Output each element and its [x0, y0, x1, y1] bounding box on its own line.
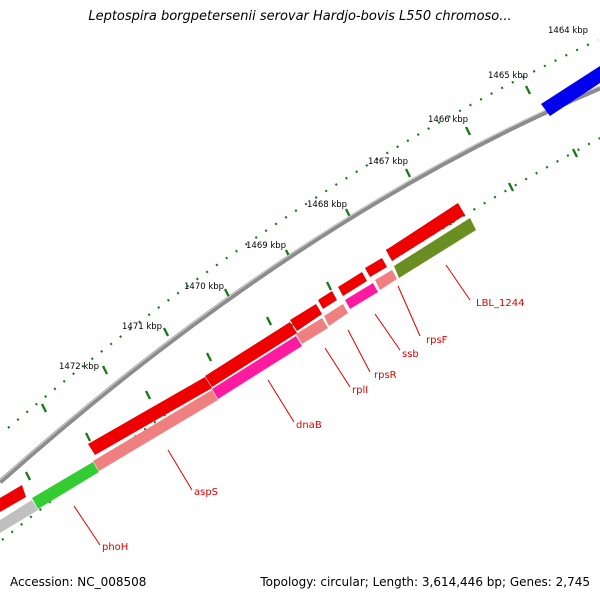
- outer-major-tick: [162, 327, 170, 337]
- gene-forward-2[interactable]: [88, 377, 212, 455]
- gene-label-dnaB[interactable]: dnaB: [296, 420, 322, 431]
- reverse-strand-genes: [0, 218, 476, 533]
- kbp-label: 1465 kbp: [488, 71, 528, 81]
- gene-phoH[interactable]: [32, 462, 99, 509]
- kbp-label: 1464 kbp: [548, 26, 588, 36]
- gene-forward-1[interactable]: [0, 485, 26, 512]
- gene-forward-8[interactable]: [386, 203, 465, 261]
- gene-forward-7[interactable]: [365, 258, 387, 277]
- gene-rplI[interactable]: [296, 318, 328, 344]
- topology-summary: Topology: circular; Length: 3,614,446 bp…: [260, 575, 590, 589]
- gene-label-LBL_1244[interactable]: LBL_1244: [476, 298, 524, 309]
- inner-major-tick: [144, 390, 152, 400]
- outer-major-tick: [40, 403, 48, 413]
- gene-rpsF[interactable]: [375, 270, 397, 290]
- inner-major-tick: [571, 148, 579, 158]
- kbp-labels: 1464 kbp 1465 kbp 1466 kbp 1467 kbp 1468 kbp…: [59, 26, 588, 372]
- gene-ssb[interactable]: [345, 283, 378, 309]
- outer-major-tick: [404, 168, 412, 178]
- outer-major-tick: [464, 126, 472, 136]
- gene-rpsR[interactable]: [324, 304, 348, 326]
- gene-aspS[interactable]: [93, 390, 218, 471]
- gene-dnaB[interactable]: [212, 336, 302, 399]
- inner-major-tick: [507, 182, 515, 192]
- outer-tick-ring: [7, 39, 599, 429]
- inner-major-tick: [205, 352, 213, 362]
- outer-major-ticks: [40, 85, 532, 413]
- outer-major-tick: [101, 365, 109, 375]
- kbp-label: 1467 kbp: [368, 157, 408, 167]
- backbone: [0, 85, 600, 484]
- gene-label-aspS[interactable]: aspS: [194, 487, 218, 498]
- gene-forward-6[interactable]: [338, 272, 367, 296]
- gene-forward-4[interactable]: [290, 304, 322, 331]
- gene-label-ssb[interactable]: ssb: [402, 349, 419, 360]
- outer-major-tick: [524, 85, 532, 95]
- kbp-label: 1471 kbp: [122, 322, 162, 332]
- kbp-label: 1466 kbp: [428, 115, 468, 125]
- forward-strand-genes: [0, 66, 600, 512]
- inner-major-tick: [24, 471, 32, 481]
- gene-forward-5[interactable]: [318, 291, 337, 309]
- gene-LBL_1244[interactable]: [394, 218, 476, 278]
- kbp-label: 1468 kbp: [307, 200, 347, 210]
- outer-major-tick: [223, 288, 231, 298]
- label-leaders: [73, 264, 471, 546]
- inner-major-ticks: [24, 148, 579, 481]
- inner-major-tick: [84, 432, 92, 442]
- gene-label-rpsF[interactable]: rpsF: [426, 335, 448, 346]
- gene-gray[interactable]: [0, 500, 38, 533]
- gene-blue[interactable]: [541, 66, 600, 116]
- gene-label-rpsR[interactable]: rpsR: [374, 370, 397, 381]
- chromosome-title: Leptospira borgpetersenii serovar Hardjo…: [88, 9, 512, 24]
- kbp-label: 1470 kbp: [184, 282, 224, 292]
- gene-label-rplI[interactable]: rplI: [352, 385, 368, 396]
- gene-label-phoH[interactable]: phoH: [102, 542, 128, 553]
- inner-major-tick: [325, 281, 333, 291]
- kbp-label: 1472 kbp: [59, 362, 99, 372]
- accession-text: Accession: NC_008508: [10, 575, 147, 589]
- kbp-label: 1469 kbp: [246, 241, 286, 251]
- inner-major-tick: [265, 316, 273, 326]
- gene-forward-3[interactable]: [205, 322, 297, 387]
